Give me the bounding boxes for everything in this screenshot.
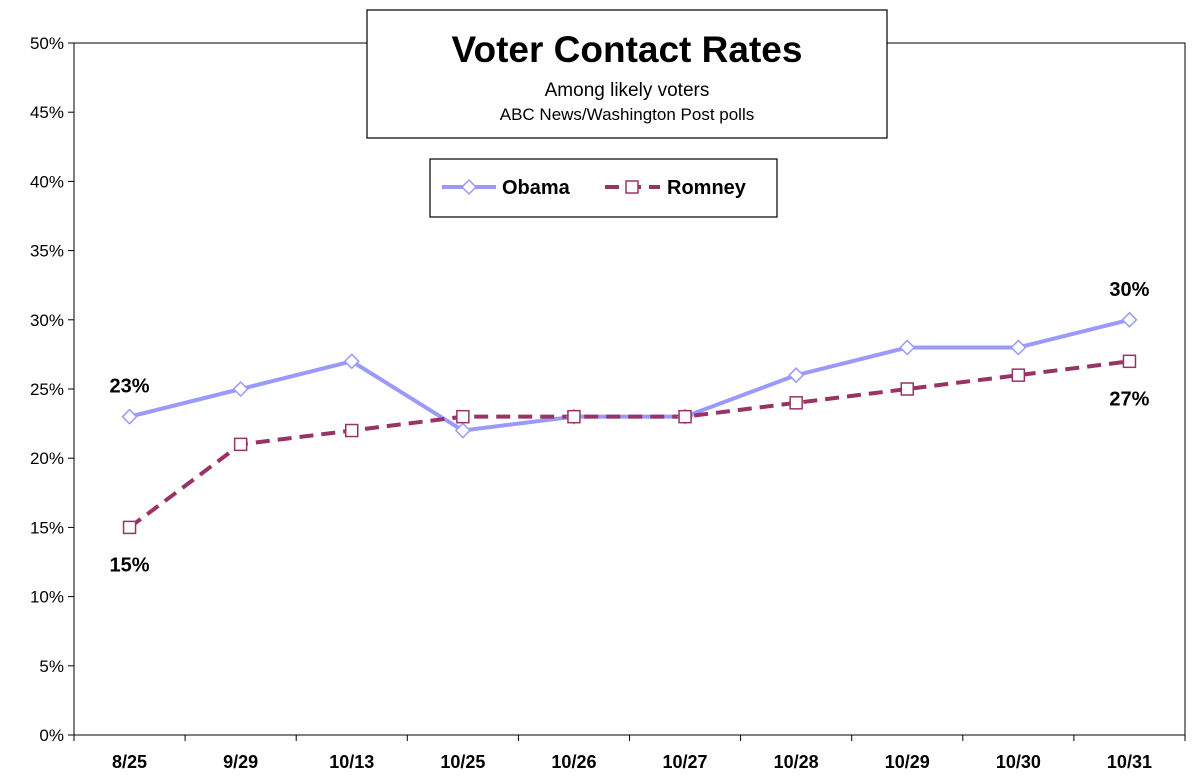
y-tick-label: 30% [30, 311, 64, 330]
x-tick-label: 9/29 [223, 752, 258, 772]
point-romney [122, 520, 137, 535]
y-tick-label: 10% [30, 588, 64, 607]
point-romney [900, 382, 914, 396]
point-romney [456, 409, 470, 424]
point-obama [788, 367, 805, 384]
y-tick-label: 50% [30, 34, 64, 53]
chart-title: Voter Contact Rates [452, 29, 803, 70]
point-obama [121, 408, 138, 425]
x-tick-label: 10/29 [885, 752, 930, 772]
y-tick-label: 25% [30, 380, 64, 399]
data-labels: 23% 15% 30% 27% [110, 279, 1150, 577]
x-tick-label: 10/28 [774, 752, 819, 772]
series-lines [128, 317, 1130, 530]
chart-subtitle: Among likely voters [545, 80, 710, 101]
y-tick-label: 5% [39, 657, 64, 676]
series-line-romney [128, 359, 1130, 530]
point-romney [678, 409, 692, 424]
y-tick-label: 15% [30, 518, 64, 537]
y-axis-ticks: 0% 5% 10% 15% 20% 25% 30% 35% 40% 45% 50% [30, 34, 74, 745]
point-romney [1011, 368, 1026, 382]
point-obama [232, 380, 249, 398]
point-obama [1010, 339, 1027, 356]
legend-obama-marker [460, 178, 478, 196]
chart-source: ABC News/Washington Post polls [500, 105, 754, 124]
data-label-obama: 30% [1109, 279, 1149, 301]
data-label-obama: 23% [110, 376, 150, 398]
y-tick-label: 45% [30, 103, 64, 122]
point-romney [1122, 354, 1137, 369]
x-tick-label: 10/30 [996, 752, 1041, 772]
legend: Obama Romney [429, 158, 778, 218]
point-obama [454, 422, 471, 439]
x-tick-label: 10/25 [440, 752, 485, 772]
point-obama [899, 339, 916, 356]
point-obama [1121, 311, 1138, 328]
legend-romney-marker [625, 180, 639, 194]
x-tick-label: 10/27 [663, 752, 708, 772]
legend-romney-label: Romney [667, 177, 747, 199]
point-romney [789, 396, 803, 410]
point-obama [343, 353, 360, 370]
legend-obama-label: Obama [502, 177, 571, 199]
series-markers [121, 311, 1138, 535]
y-tick-label: 40% [30, 172, 64, 191]
x-axis-ticks: 8/25 9/29 10/13 10/25 10/26 10/27 10/28 10/29 10… [73, 735, 1186, 772]
x-tick-label: 8/25 [112, 752, 147, 772]
point-romney [233, 437, 248, 452]
y-tick-label: 20% [30, 449, 64, 468]
y-tick-label: 35% [30, 242, 64, 261]
x-tick-label: 10/31 [1107, 752, 1152, 772]
y-tick-label: 0% [39, 726, 64, 745]
x-tick-label: 10/26 [551, 752, 596, 772]
title-box: Voter Contact Rates Among likely voters … [366, 9, 888, 139]
point-romney [345, 423, 359, 438]
data-label-romney: 27% [1109, 388, 1149, 410]
point-romney [567, 409, 581, 424]
series-line-obama [129, 317, 1130, 433]
data-label-romney: 15% [110, 554, 150, 576]
x-tick-label: 10/13 [329, 752, 374, 772]
title-box-frame [366, 9, 888, 139]
